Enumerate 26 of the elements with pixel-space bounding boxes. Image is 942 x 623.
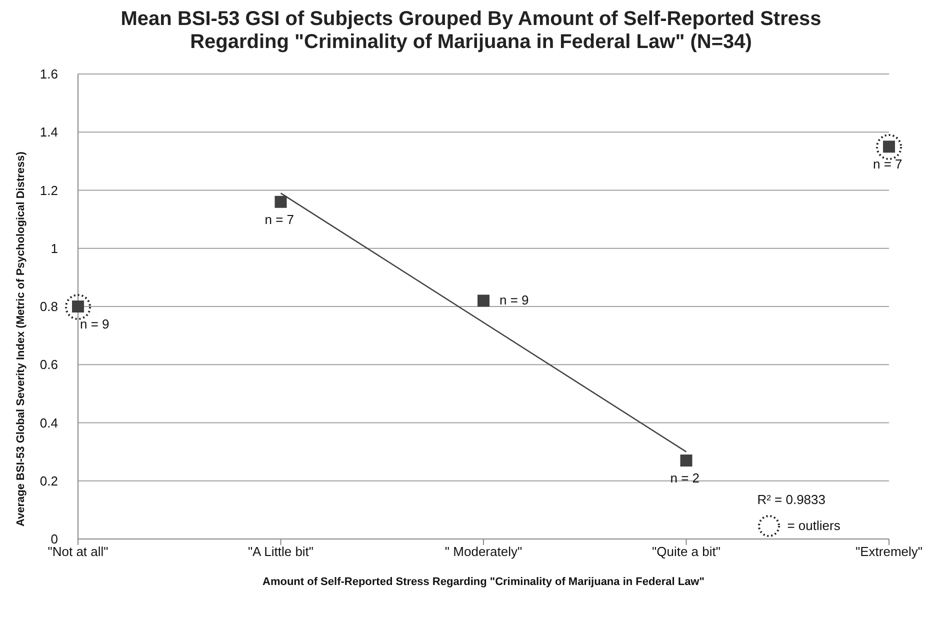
- x-tick-label: "Quite a bit": [652, 544, 721, 560]
- x-tick-label: "Extremely": [855, 544, 923, 560]
- x-axis-title: Amount of Self-Reported Stress Regarding "Criminality of Marijuana in Federal Law": [262, 576, 704, 588]
- annotation: R² = 0.9833: [757, 490, 826, 509]
- annotation: = outliers: [787, 516, 840, 535]
- annotation: n = 9: [500, 292, 529, 308]
- x-tick-label: " Moderately": [444, 544, 522, 560]
- annotation: n = 9: [80, 316, 110, 332]
- x-tick-label: "Not at all": [48, 544, 109, 560]
- annotation: n = 7: [264, 212, 294, 227]
- y-tick-label: 0.8: [40, 299, 58, 314]
- y-tick-label: 1.2: [40, 182, 58, 198]
- point: [478, 294, 490, 307]
- y-tick-label: 0: [50, 532, 58, 547]
- x-tick-label: "A Little bit": [248, 544, 314, 560]
- y-tick-label: 0.4: [40, 415, 58, 430]
- y-tick-label: 1: [50, 240, 58, 256]
- y-tick-label: 0.2: [40, 473, 58, 488]
- point: [680, 454, 692, 467]
- point: [274, 196, 287, 208]
- y-tick-label: 1.4: [40, 124, 58, 140]
- chart-title: Mean BSI-53 GSI of Subjects Grouped By Amount of Self-Reported Stress Regarding "Criminality of Marijuana in Federal Law" (N=34): [120, 8, 822, 54]
- y-tick-label: 1.6: [40, 66, 58, 82]
- y-tick-label: 0.6: [40, 357, 58, 372]
- annotation: n = 2: [670, 470, 700, 486]
- y-axis-title: Average BSI-53 Global Severity Index (Metric of Psychological Distress): [14, 151, 27, 526]
